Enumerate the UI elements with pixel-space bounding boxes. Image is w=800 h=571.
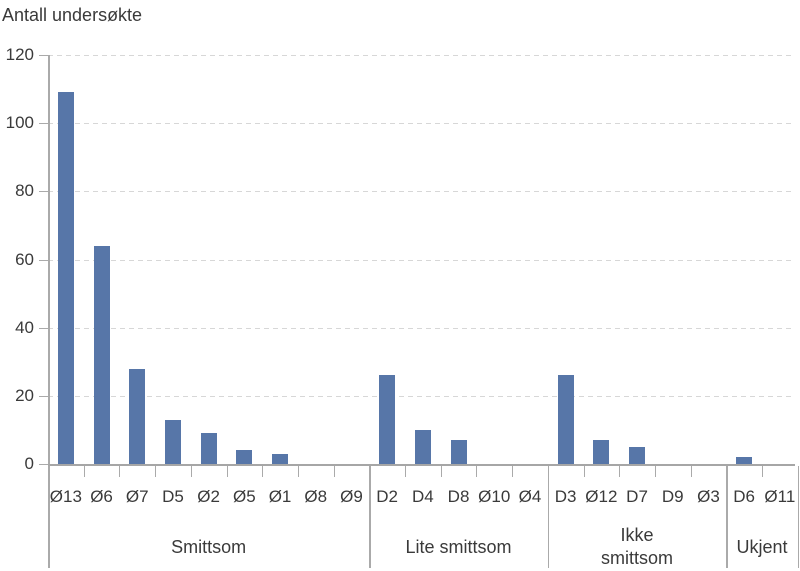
group-label: Lite smittsom bbox=[369, 523, 548, 571]
gridline bbox=[48, 327, 795, 329]
x-axis-tick bbox=[155, 466, 157, 477]
group-label-line: smittsom bbox=[601, 548, 674, 568]
bar-Ø2 bbox=[200, 433, 217, 464]
group-label-line: Smittsom bbox=[171, 536, 247, 557]
group-label: Ukjent bbox=[726, 523, 797, 571]
x-axis-tick bbox=[512, 466, 514, 477]
x-axis-tick bbox=[762, 466, 763, 477]
group-label: Ikke smittsom bbox=[548, 523, 727, 571]
group-label: Smittsom bbox=[48, 523, 369, 571]
y-axis-title: Antall undersøkte bbox=[2, 5, 143, 25]
bar-D8 bbox=[450, 440, 467, 464]
gridline bbox=[48, 259, 795, 261]
y-axis-tick-label: 120 bbox=[5, 45, 34, 64]
y-axis-tick bbox=[39, 395, 48, 397]
bar-D3 bbox=[557, 375, 574, 464]
y-axis-tick-label: 40 bbox=[15, 317, 34, 337]
y-axis-tick bbox=[39, 55, 48, 56]
category-label: D6 bbox=[733, 487, 755, 506]
group-label-line: Lite smittsom bbox=[405, 536, 512, 557]
category-label: Ø3 bbox=[697, 487, 720, 506]
bar-D5 bbox=[164, 419, 181, 464]
category-label: Ø9 bbox=[340, 487, 363, 506]
category-label: D4 bbox=[411, 487, 434, 506]
x-axis-baseline bbox=[48, 464, 795, 466]
category-label: D8 bbox=[447, 487, 470, 506]
x-axis-tick bbox=[619, 466, 621, 477]
bar-Ø5 bbox=[236, 450, 253, 464]
category-label: D9 bbox=[661, 487, 684, 506]
x-axis-tick bbox=[476, 466, 478, 477]
bar-Ø12 bbox=[593, 440, 610, 464]
x-axis-tick bbox=[262, 466, 264, 477]
gridline bbox=[48, 395, 795, 397]
gridline bbox=[48, 123, 795, 125]
bar-Ø6 bbox=[93, 245, 110, 464]
category-label: Ø13 bbox=[49, 487, 82, 506]
gridline bbox=[48, 191, 795, 193]
y-axis-tick-label: 100 bbox=[5, 113, 34, 133]
x-axis-tick bbox=[654, 466, 656, 477]
category-label: Ø5 bbox=[233, 487, 256, 506]
y-axis-tick bbox=[39, 327, 48, 329]
category-label: Ø8 bbox=[304, 487, 328, 506]
bar-D7 bbox=[629, 446, 646, 464]
x-axis-tick bbox=[226, 466, 228, 477]
group-label-line: Ukjent bbox=[736, 536, 788, 557]
category-label: D2 bbox=[376, 487, 398, 506]
x-axis-tick bbox=[119, 466, 121, 477]
y-axis-tick-label: 80 bbox=[15, 181, 34, 201]
bar-Ø1 bbox=[272, 453, 289, 464]
y-axis-tick bbox=[39, 464, 48, 465]
y-axis-tick-label: 0 bbox=[24, 454, 34, 473]
category-label: Ø7 bbox=[125, 487, 149, 506]
y-axis-tick bbox=[39, 191, 48, 193]
category-label: Ø12 bbox=[585, 487, 618, 506]
x-axis-tick bbox=[405, 466, 406, 477]
category-label: D3 bbox=[554, 487, 577, 506]
group-label-line: Ikke bbox=[620, 525, 654, 545]
y-axis-tick bbox=[39, 123, 48, 125]
y-axis-line bbox=[48, 55, 50, 464]
group-separator bbox=[369, 466, 371, 568]
y-axis-tick-label: 20 bbox=[15, 385, 34, 405]
bar-Ø13 bbox=[57, 92, 74, 464]
group-separator bbox=[726, 466, 728, 568]
category-label: D5 bbox=[162, 487, 184, 506]
x-axis-tick bbox=[583, 466, 585, 477]
category-label: Ø6 bbox=[90, 487, 113, 506]
category-label: Ø4 bbox=[518, 487, 542, 506]
category-label: D7 bbox=[626, 487, 648, 506]
category-label: Ø2 bbox=[197, 487, 220, 506]
bar-D6 bbox=[736, 457, 753, 464]
group-separator bbox=[48, 466, 50, 568]
x-axis-tick bbox=[190, 466, 192, 477]
category-label: Ø11 bbox=[764, 487, 796, 506]
bar-Ø7 bbox=[129, 368, 146, 464]
bar-D2 bbox=[379, 375, 396, 464]
x-axis-tick bbox=[333, 466, 335, 477]
x-axis-tick bbox=[83, 466, 85, 477]
x-axis-tick bbox=[297, 466, 299, 477]
category-label: Ø1 bbox=[268, 487, 292, 506]
x-axis-tick bbox=[690, 466, 692, 477]
bar-D4 bbox=[414, 429, 431, 464]
group-separator bbox=[797, 466, 800, 568]
gridline bbox=[48, 55, 795, 56]
x-axis-tick bbox=[440, 466, 442, 477]
y-axis-tick bbox=[39, 259, 48, 261]
category-label: Ø10 bbox=[478, 487, 511, 506]
group-separator bbox=[547, 466, 550, 568]
y-axis-tick-label: 60 bbox=[15, 249, 34, 269]
